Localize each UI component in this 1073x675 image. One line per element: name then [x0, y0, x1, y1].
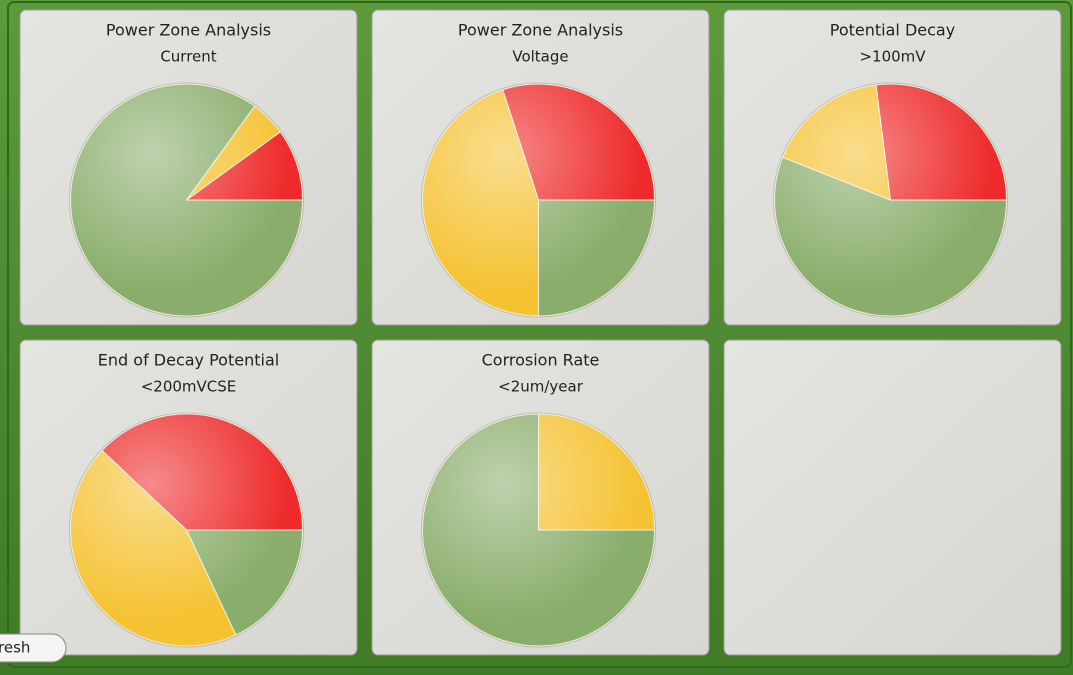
chart-subtitle: >100mV [859, 48, 926, 66]
chart-title: Power Zone Analysis [106, 21, 271, 40]
chart-title: Power Zone Analysis [458, 21, 623, 40]
frame [7, 1, 1072, 668]
chart-subtitle: <200mVCSE [141, 378, 237, 396]
button-label[interactable]: resh [0, 639, 30, 657]
pie-gloss [422, 84, 655, 316]
panel [723, 339, 1062, 656]
chart-subtitle: <2um/year [498, 378, 584, 396]
pie-gloss [774, 84, 1007, 316]
chart-title: Potential Decay [830, 21, 955, 40]
chart-title: End of Decay Potential [98, 351, 279, 370]
button-shape[interactable] [0, 633, 67, 663]
chart-subtitle: Current [160, 48, 216, 66]
pie-gloss [70, 414, 303, 646]
pie-gloss [422, 414, 655, 646]
chart-title: Corrosion Rate [482, 351, 600, 370]
refresh-button[interactable]: resh [0, 633, 67, 663]
pie-gloss [70, 84, 303, 316]
chart-subtitle: Voltage [512, 48, 568, 66]
